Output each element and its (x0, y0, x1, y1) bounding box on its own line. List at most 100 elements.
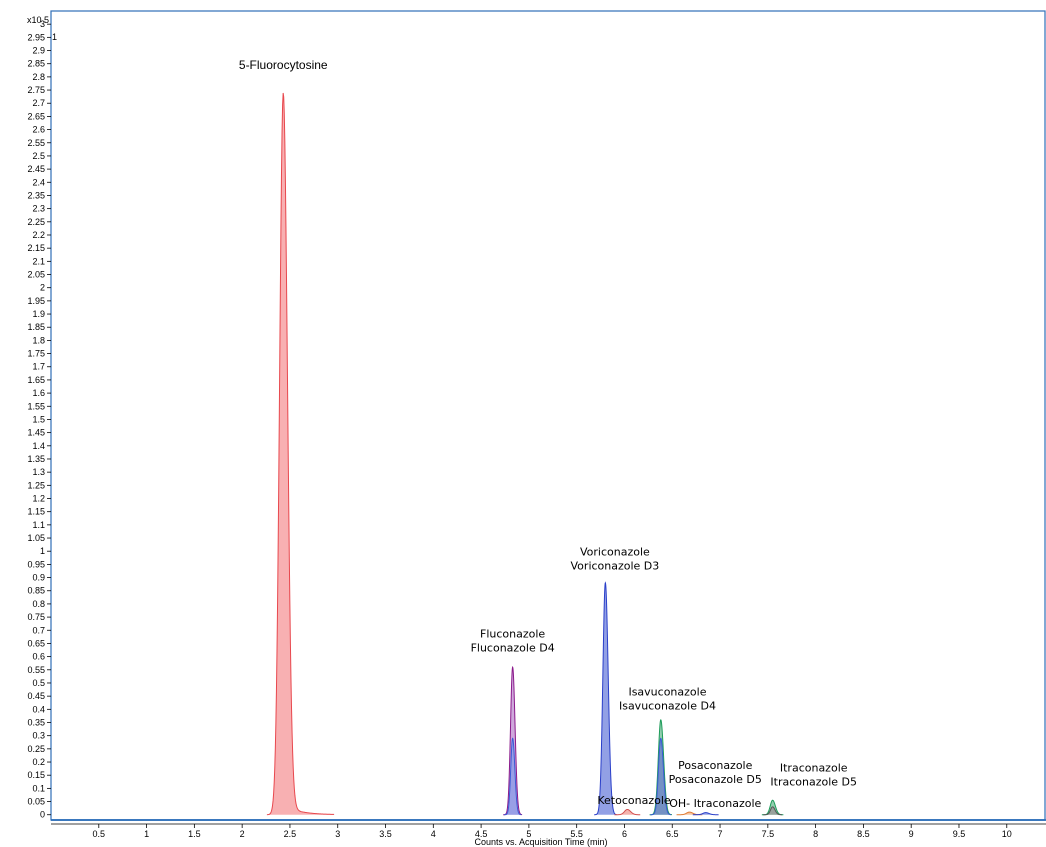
y-axis: 0 0.05 0.1 0.15 0.2 0.25 0.3 0.35 0.4 0.45 0.5 0.55… (27, 19, 51, 820)
y-tick-label: 0 (40, 810, 45, 820)
y-tick-label: 0.65 (27, 638, 45, 648)
x-axis: 0.5 1 1.5 2 2.5 3 3.5 4 4.5 5 5.5 6 6.5 7 7.5 8 8.5 9 9.5 1… (93, 824, 1012, 839)
y-tick-label: 1.95 (27, 296, 45, 306)
y-tick-label: 2.6 (32, 125, 45, 135)
x-tick-label: 2.5 (284, 829, 297, 839)
y-tick-label: 0.75 (27, 612, 45, 622)
plot-frame (50, 10, 1046, 821)
y-tick-label: 2.25 (27, 217, 45, 227)
y-tick-label: 1.7 (32, 362, 45, 372)
x-tick-label: 3.5 (379, 829, 392, 839)
peak-trace (614, 808, 641, 816)
x-tick-label: 6.5 (666, 829, 679, 839)
peak-label: Itraconazole D5 (770, 776, 857, 789)
x-tick-label: 8 (813, 829, 818, 839)
y-tick-label: 2.8 (32, 72, 45, 82)
y-tick-label: 0.05 (27, 797, 45, 807)
x-tick-label: 4.5 (475, 829, 488, 839)
peak-fill (504, 738, 522, 815)
y-tick-label: 1.2 (32, 494, 45, 504)
peak-label: Itraconazole (780, 762, 848, 775)
y-tick-label: 0.5 (32, 678, 45, 688)
y-tick-label: 1.6 (32, 388, 45, 398)
y-tick-label: 2.55 (27, 138, 45, 148)
peak-label: Fluconazole D4 (471, 641, 555, 654)
x-tick-label: 10 (1002, 829, 1012, 839)
peak-fill (614, 809, 641, 815)
series-layer (266, 92, 784, 816)
y-tick-label: 2 (40, 283, 45, 293)
y-tick-label: 2.4 (32, 177, 45, 187)
y-tick-label: 1.1 (32, 520, 45, 530)
peak-trace (649, 719, 672, 816)
y-tick-label: 1.8 (32, 335, 45, 345)
y-tick-label: 2.15 (27, 243, 45, 253)
peak-label: Posaconazole D5 (669, 773, 762, 786)
y-tick-label: 2.1 (32, 256, 45, 266)
peak-fill (266, 93, 335, 815)
y-tick-label: 0.55 (27, 665, 45, 675)
y-tick-label: 1.55 (27, 401, 45, 411)
peak-label: Isavuconazole D4 (619, 699, 716, 712)
y-tick-label: 2.65 (27, 111, 45, 121)
x-tick-label: 7 (718, 829, 723, 839)
peak-fill (692, 812, 719, 815)
peak-trace (763, 806, 783, 816)
peak-trace (504, 737, 522, 816)
peak-label: OH- Itraconazole (669, 797, 761, 810)
y-tick-label: 2.7 (32, 98, 45, 108)
y-corner-label: 1 (52, 32, 57, 42)
y-tick-label: 0.7 (32, 625, 45, 635)
y-tick-label: 2.85 (27, 59, 45, 69)
x-tick-label: 7.5 (762, 829, 775, 839)
y-tick-label: 1.25 (27, 480, 45, 490)
x-tick-label: 1 (144, 829, 149, 839)
y-tick-label: 0.2 (32, 757, 45, 767)
x-tick-label: 2 (240, 829, 245, 839)
peak-trace (650, 737, 672, 816)
peak-label: Posaconazole (678, 759, 752, 772)
y-tick-label: 2.95 (27, 32, 45, 42)
peak-fill (594, 582, 617, 815)
y-tick-label: 1.05 (27, 533, 45, 543)
y-tick-label: 0.85 (27, 586, 45, 596)
y-tick-label: 0.6 (32, 652, 45, 662)
y-tick-label: 2.45 (27, 164, 45, 174)
peak-label: Isavuconazole (628, 685, 706, 698)
x-tick-label: 9 (909, 829, 914, 839)
y-tick-label: 0.15 (27, 770, 45, 780)
x-tick-label: 5 (526, 829, 531, 839)
x-tick-label: 5.5 (570, 829, 583, 839)
peak-fill (763, 806, 783, 815)
y-tick-label: 0.3 (32, 731, 45, 741)
peak-fill (650, 738, 672, 815)
y-tick-label: 0.9 (32, 573, 45, 583)
y-tick-label: 1.45 (27, 428, 45, 438)
y-tick-label: 2.05 (27, 270, 45, 280)
y-tick-label: 1.5 (32, 414, 45, 424)
y-tick-label: 0.95 (27, 559, 45, 569)
y-tick-label: 2.5 (32, 151, 45, 161)
x-tick-label: 8.5 (857, 829, 870, 839)
y-tick-label: 2.9 (32, 46, 45, 56)
peak-label: Ketoconazole (597, 794, 671, 807)
y-tick-label: 1.85 (27, 322, 45, 332)
x-tick-label: 3 (335, 829, 340, 839)
peak-label: Voriconazole (580, 546, 650, 559)
y-tick-label: 0.35 (27, 717, 45, 727)
y-tick-label: 0.45 (27, 691, 45, 701)
peak-label: 5-Fluorocytosine (239, 58, 328, 72)
y-tick-label: 2.3 (32, 204, 45, 214)
peak-trace (692, 812, 719, 816)
x-tick-label: 6 (622, 829, 627, 839)
y-tick-label: 1 (40, 546, 45, 556)
y-tick-label: 3 (40, 19, 45, 29)
peak-label: Fluconazole (480, 627, 545, 640)
x-axis-title: Counts vs. Acquisition Time (min) (474, 837, 607, 847)
y-tick-label: 1.9 (32, 309, 45, 319)
y-tick-label: 1.35 (27, 454, 45, 464)
y-tick-label: 0.4 (32, 704, 45, 714)
